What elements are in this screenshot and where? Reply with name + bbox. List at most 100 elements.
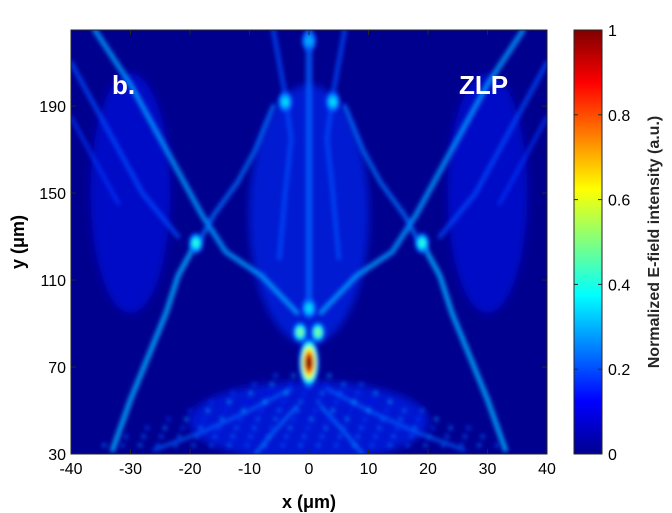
heatmap-speckle-dot	[209, 443, 214, 448]
heatmap-speckle-dot	[244, 443, 250, 448]
heatmap-speckle-dot	[373, 390, 378, 396]
heatmap-speckle-dot	[409, 434, 414, 439]
heatmap-streak	[319, 404, 365, 454]
heatmap-speckle-dot	[373, 434, 378, 439]
heatmap-speckle-dot	[137, 443, 143, 448]
heatmap-speckle-dot	[330, 408, 335, 413]
heatmap-speckle-dot	[398, 417, 403, 422]
heatmap-speckle-dot	[337, 434, 343, 439]
heatmap-speckle-dot	[227, 443, 232, 448]
heatmap-speckle-dot	[277, 408, 282, 413]
heatmap-speckle-dot	[159, 434, 164, 439]
heatmap-speckle-dot	[387, 443, 393, 448]
heatmap-speckle-dot	[205, 408, 211, 413]
heatmap-speckle-dot	[334, 399, 339, 405]
x-tick-label: 30	[479, 461, 497, 478]
heatmap-speckle-dot	[352, 443, 357, 448]
heatmap-speckle-dot	[327, 417, 332, 422]
heatmap-speckle-dot	[291, 373, 296, 378]
heatmap-hotspot	[306, 305, 312, 312]
heatmap-speckle-dot	[355, 390, 360, 396]
heatmap-speckle-dot	[255, 417, 261, 422]
heatmap-speckle-dot	[198, 425, 203, 431]
y-axis-label: y (μm)	[8, 215, 28, 269]
heatmap-speckle-dot	[355, 434, 360, 439]
heatmap-speckle-dot	[216, 425, 221, 431]
x-tick-label: -30	[119, 461, 142, 478]
heatmap-hotspot	[315, 328, 321, 336]
heatmap-speckle-dot	[327, 373, 332, 378]
heatmap-speckle-dot	[184, 417, 189, 422]
heatmap-streak	[110, 240, 199, 453]
heatmap-speckle-dot	[241, 408, 246, 413]
panel-label: b.	[112, 70, 135, 100]
heatmap-speckle-dot	[280, 443, 286, 448]
heatmap-speckle-dot	[212, 434, 218, 439]
heatmap-streak	[71, 60, 181, 239]
heatmap-streak	[325, 387, 466, 452]
heatmap-speckle-dot	[266, 390, 271, 396]
heatmap-features	[188, 30, 430, 388]
heatmap-streak	[152, 387, 293, 452]
heatmap-speckle-dot	[377, 425, 382, 431]
heatmap-streak	[92, 30, 300, 316]
heatmap-speckle-dot	[441, 443, 446, 448]
heatmap-speckle-dot	[166, 417, 171, 422]
heatmap-speckle-dot	[180, 425, 186, 431]
heatmap-speckle-dot	[223, 408, 228, 413]
heatmap-speckle-dot	[173, 443, 178, 448]
y-tick-label: 110	[40, 273, 66, 290]
heatmap-speckle-dot	[341, 425, 346, 431]
heatmap-speckle-dot	[262, 399, 268, 405]
colorbar-tick-label: 0.2	[608, 362, 630, 379]
heatmap-speckle-dot	[316, 399, 321, 405]
colorbar-tick-label: 0.6	[608, 193, 630, 210]
heatmap-speckle-dot	[344, 417, 350, 422]
heatmap-speckle-dot	[194, 434, 200, 439]
heatmap-speckle-dot	[466, 425, 471, 431]
heatmap-speckle-dot	[312, 408, 318, 413]
heatmap-speckle-dot	[294, 408, 300, 413]
x-tick-label: 40	[538, 461, 556, 478]
heatmap-speckle-dot	[219, 417, 225, 422]
heatmap-speckle-dot	[244, 399, 250, 405]
heatmap-speckle-dot	[187, 408, 193, 413]
heatmap-speckle-dot	[273, 373, 278, 378]
heatmap-speckle-dot	[412, 425, 418, 431]
heatmap-streak	[324, 30, 347, 261]
heatmap-speckle-dot	[369, 443, 375, 448]
heatmap-speckle-dot	[230, 434, 236, 439]
heatmap-speckle-dot	[319, 434, 325, 439]
heatmap-speckle-dot	[384, 408, 389, 413]
y-tick-label: 190	[39, 99, 66, 116]
y-axis-ticks: 30 70 110 150 190	[39, 99, 547, 464]
heatmap-speckle-dot	[394, 425, 400, 431]
heatmap-speckle-dot	[476, 443, 482, 448]
heatmap-speckle-dot	[287, 382, 293, 387]
heatmap-speckle-dot	[319, 390, 325, 396]
heatmap-speckle-dot	[448, 425, 453, 431]
heatmap-speckle-dot	[284, 434, 289, 439]
heatmap-speckle-dot	[309, 417, 314, 422]
heatmap-speckle-dot	[459, 443, 464, 448]
heatmap-hotspot	[419, 239, 425, 247]
heatmap-streak	[342, 104, 425, 250]
heatmap-speckle-dot	[434, 417, 439, 422]
heatmap-speckle-dot	[191, 443, 196, 448]
colorbar-ticks: 0 0.2 0.4 0.6 0.8 1	[574, 23, 630, 464]
heatmap-speckle-dot	[234, 425, 239, 431]
y-tick-label: 150	[39, 186, 66, 203]
heatmap-speckle-dot	[123, 434, 128, 439]
x-axis-label: x (μm)	[282, 492, 336, 512]
heatmap-hotspot	[297, 328, 303, 336]
heatmap-glow	[447, 73, 528, 314]
heatmap-speckle-dot	[419, 408, 425, 413]
heatmap-speckle-dot	[273, 417, 278, 422]
heatmap-speckle-dot	[141, 434, 146, 439]
heatmap-speckle-dot	[280, 399, 286, 405]
heatmap-speckle-dot	[316, 443, 321, 448]
heatmap-plot-area	[70, 29, 548, 455]
heatmap-speckle-dot	[416, 417, 421, 422]
heatmap-speckle-dot	[144, 425, 150, 431]
